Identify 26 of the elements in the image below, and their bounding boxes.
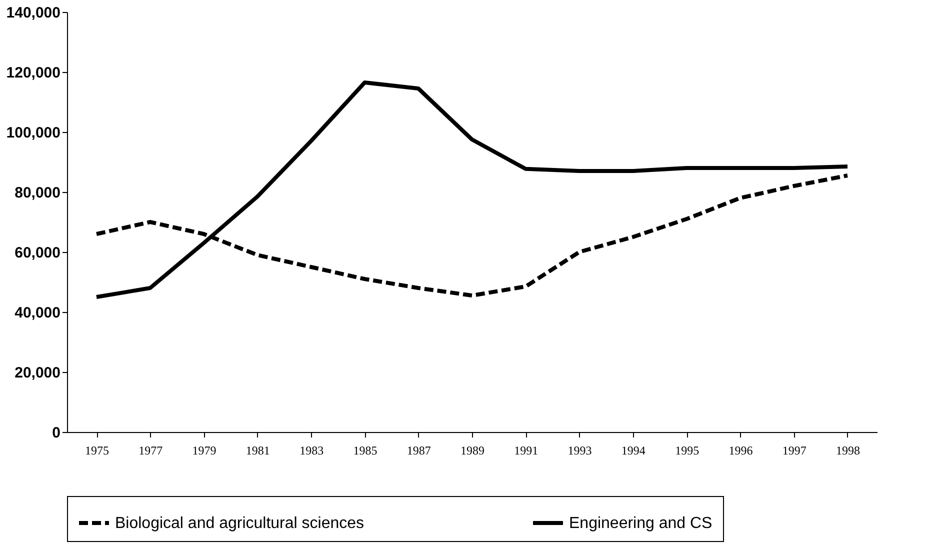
- x-tick-label: 1994: [621, 444, 646, 458]
- x-tick-label: 1991: [514, 444, 538, 458]
- x-tick-label: 1998: [836, 444, 860, 458]
- x-tick-label: 1997: [782, 444, 806, 458]
- legend-label: Biological and agricultural sciences: [115, 515, 364, 532]
- x-tick-label: 1979: [192, 444, 216, 458]
- x-tick-label: 1977: [138, 444, 163, 458]
- y-tick-label: 0: [52, 424, 60, 442]
- x-tick-label: 1995: [675, 444, 700, 458]
- x-tick-label: 1993: [568, 444, 592, 458]
- y-tick-label: 60,000: [14, 244, 60, 262]
- x-tick-label: 1987: [406, 444, 431, 458]
- x-tick-label: 1989: [460, 444, 484, 458]
- y-tick-label: 20,000: [14, 364, 60, 382]
- legend-label: Engineering and CS: [569, 515, 712, 532]
- x-tick-label: 1983: [300, 444, 324, 458]
- x-tick-label: 1996: [728, 444, 753, 458]
- y-tick-label: 120,000: [6, 64, 60, 82]
- line-series: [94, 80, 850, 299]
- y-tick-label: 100,000: [6, 124, 60, 142]
- y-tick-label: 40,000: [14, 304, 60, 322]
- y-tick-label: 80,000: [14, 184, 60, 202]
- x-tick-label: 1981: [246, 444, 270, 458]
- y-tick-label: 140,000: [6, 4, 60, 22]
- x-tick-label: 1985: [353, 444, 378, 458]
- x-tick-label: 1975: [85, 444, 110, 458]
